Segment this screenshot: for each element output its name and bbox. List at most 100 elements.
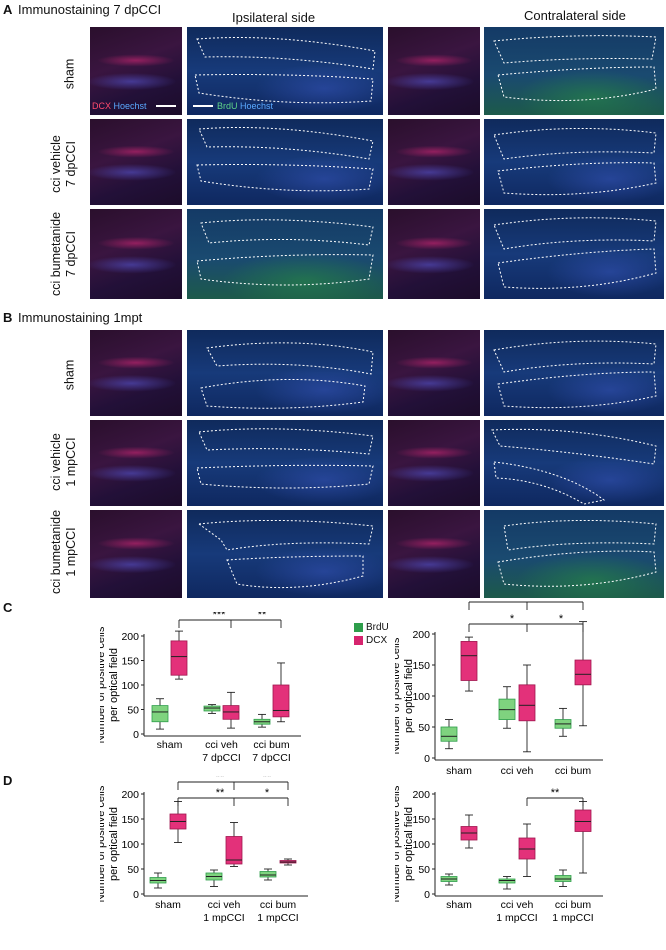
y-axis-label: Number of positive cellsper optical fiel… bbox=[100, 785, 120, 902]
x-tick-label: 7 dpCCI bbox=[202, 752, 241, 764]
sig-label: ** bbox=[216, 776, 225, 783]
chart-d-right: Number of positive cellsper optical fiel… bbox=[395, 785, 603, 924]
y-tick-label: 100 bbox=[121, 680, 139, 692]
y-axis-label: Number of positive cellsper optical fiel… bbox=[100, 626, 120, 743]
x-tick-label: 7 dpCCI bbox=[252, 752, 291, 764]
row-label-a-sham: sham bbox=[62, 58, 77, 90]
x-tick-label: cci veh bbox=[208, 899, 241, 911]
box-brdu bbox=[151, 705, 169, 723]
micrograph-a-sham-ipsi: BrdU Hoechst bbox=[187, 27, 383, 115]
y-tick-label: 200 bbox=[412, 789, 430, 801]
sig-label: * bbox=[265, 787, 270, 799]
box-brdu bbox=[440, 726, 458, 742]
scale-bar bbox=[193, 105, 213, 107]
box-brdu bbox=[259, 871, 277, 878]
box-dcx bbox=[574, 809, 592, 832]
box-dcx bbox=[574, 659, 592, 686]
micrograph-a-bum-contra-dcx bbox=[388, 209, 480, 299]
legend-swatch-dcx bbox=[354, 635, 363, 645]
y-tick-label: 0 bbox=[424, 889, 430, 901]
micrograph-b-bum-contra bbox=[484, 510, 664, 598]
y-tick-label: 100 bbox=[412, 691, 430, 703]
sig-label: * bbox=[510, 613, 515, 625]
y-tick-label: 50 bbox=[127, 864, 139, 876]
chart-d-left: Number of positive cellsper optical fiel… bbox=[100, 776, 308, 924]
y-tick-label: 150 bbox=[121, 814, 139, 826]
micrograph-b-veh-ipsi bbox=[187, 420, 383, 506]
y-axis-label: Number of positive cellsper optical fiel… bbox=[395, 637, 415, 754]
y-tick-label: 50 bbox=[418, 722, 430, 734]
x-tick-label: sham bbox=[155, 899, 181, 911]
box-dcx bbox=[225, 836, 243, 865]
x-tick-label: cci veh bbox=[205, 739, 238, 751]
micrograph-a-bum-ipsi bbox=[187, 209, 383, 299]
micrograph-a-veh-contra bbox=[484, 119, 664, 205]
x-tick-label: sham bbox=[446, 765, 472, 776]
panel-c-letter: C bbox=[3, 600, 13, 615]
y-axis-label: Number of positive cellsper optical fiel… bbox=[395, 785, 415, 902]
x-tick-label: cci veh bbox=[501, 899, 534, 911]
y-tick-label: 150 bbox=[121, 656, 139, 668]
y-tick-label: 0 bbox=[424, 753, 430, 765]
x-tick-label: sham bbox=[157, 739, 183, 751]
row-label-a-cci-vehicle: cci vehicle 7 dpCCI bbox=[49, 135, 78, 193]
micrograph-b-bum-ipsi bbox=[187, 510, 383, 598]
chart-c-right: Number of positive cellsper optical fiel… bbox=[395, 598, 603, 776]
legend-item-brdu: BrdU bbox=[354, 621, 389, 634]
row-label-b-cci-bumetanide: cci bumetanide 1 mpCCI bbox=[49, 509, 78, 595]
sig-label: ** bbox=[551, 787, 560, 799]
y-tick-label: 200 bbox=[121, 631, 139, 643]
sig-label: * bbox=[559, 613, 564, 625]
micrograph-b-sham-contra bbox=[484, 330, 664, 416]
x-tick-label: cci bum bbox=[253, 739, 289, 751]
panel-a-title: Immunostaining 7 dpCCI bbox=[18, 2, 162, 17]
x-tick-label: 1 mpCCI bbox=[203, 912, 244, 924]
y-tick-label: 50 bbox=[127, 705, 139, 717]
micrograph-b-sham-dcx bbox=[90, 330, 182, 416]
y-tick-label: 0 bbox=[133, 729, 139, 741]
y-tick-label: 0 bbox=[133, 889, 139, 901]
x-tick-label: cci bum bbox=[555, 765, 591, 776]
y-tick-label: 100 bbox=[412, 839, 430, 851]
legend-swatch-brdu bbox=[354, 622, 363, 632]
y-tick-label: 200 bbox=[121, 789, 139, 801]
x-tick-label: 1 mpCCI bbox=[496, 912, 537, 924]
y-tick-label: 200 bbox=[412, 629, 430, 641]
micrograph-b-bum-dcx bbox=[90, 510, 182, 598]
chart-c-left: Number of positive cellsper optical fiel… bbox=[100, 612, 301, 764]
micrograph-b-bum-contra-dcx bbox=[388, 510, 480, 598]
sig-label: ** bbox=[258, 612, 267, 621]
micrograph-a-sham-dcx: DCX Hoechst bbox=[90, 27, 182, 115]
x-tick-label: cci bum bbox=[555, 899, 591, 911]
micrograph-b-veh-dcx bbox=[90, 420, 182, 506]
y-tick-label: 150 bbox=[412, 814, 430, 826]
micrograph-a-sham-contra-dcx bbox=[388, 27, 480, 115]
panel-b-letter: B bbox=[3, 310, 13, 325]
row-label-b-sham: sham bbox=[62, 359, 77, 391]
x-tick-label: cci veh bbox=[501, 765, 534, 776]
micrograph-b-veh-contra bbox=[484, 420, 664, 506]
box-dcx bbox=[272, 684, 290, 718]
x-tick-label: 1 mpCCI bbox=[257, 912, 298, 924]
panel-b-title: Immunostaining 1mpt bbox=[18, 310, 143, 325]
micrograph-a-bum-contra bbox=[484, 209, 664, 299]
box-dcx bbox=[518, 684, 536, 722]
sig-label: ** bbox=[557, 598, 566, 603]
scale-bar bbox=[156, 105, 176, 107]
micrograph-b-sham-contra-dcx bbox=[388, 330, 480, 416]
x-tick-label: cci bum bbox=[260, 899, 296, 911]
micrograph-a-veh-ipsi bbox=[187, 119, 383, 205]
micrograph-a-bum-dcx bbox=[90, 209, 182, 299]
y-tick-label: 100 bbox=[121, 839, 139, 851]
micrograph-a-veh-dcx bbox=[90, 119, 182, 205]
box-dcx bbox=[170, 640, 188, 676]
micrograph-a-sham-contra bbox=[484, 27, 664, 115]
panel-d-letter: D bbox=[3, 773, 13, 788]
sig-label: *** bbox=[506, 598, 520, 603]
box-dcx bbox=[460, 641, 478, 681]
sig-label: ** bbox=[263, 776, 272, 783]
column-header-ipsilateral: Ipsilateral side bbox=[232, 10, 316, 25]
x-tick-label: 1 mpCCI bbox=[552, 912, 593, 924]
row-label-a-cci-bumetanide: cci bumetanide 7 dpCCI bbox=[49, 211, 78, 297]
micrograph-b-veh-contra-dcx bbox=[388, 420, 480, 506]
